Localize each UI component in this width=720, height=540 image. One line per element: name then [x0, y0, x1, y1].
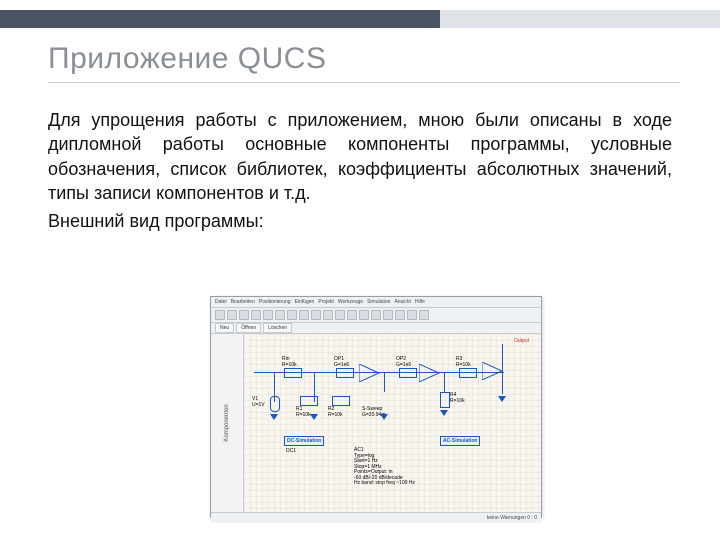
wire	[384, 372, 385, 392]
label-r4: R4 R=10k	[450, 392, 465, 404]
toolbar-button[interactable]	[239, 310, 249, 320]
menu-item[interactable]: Werkzeuge	[338, 299, 363, 305]
toolbar-button[interactable]	[419, 310, 429, 320]
top-accent-band	[0, 10, 720, 28]
qucs-statusbar: keine Warnungen 0 : 0	[211, 512, 541, 523]
toolbar-button[interactable]	[395, 310, 405, 320]
component-resistor	[336, 368, 354, 378]
label-r1b: R1 R=10k	[296, 406, 311, 418]
opamp-icon	[482, 362, 504, 380]
ground-icon	[498, 396, 506, 402]
toolbar-button[interactable]	[347, 310, 357, 320]
qucs-project-tabs: Neu Öffnen Löschen	[211, 323, 541, 334]
component-source	[270, 396, 280, 412]
opamp-icon	[359, 364, 381, 382]
component-resistor	[332, 396, 350, 406]
page-title: Приложение QUCS	[48, 42, 326, 76]
menu-item[interactable]: Einfügen	[295, 299, 315, 305]
toolbar-button[interactable]	[359, 310, 369, 320]
component-resistor	[459, 368, 477, 378]
tab-open[interactable]: Öffnen	[236, 323, 261, 333]
component-resistor	[284, 368, 302, 378]
toolbar-button[interactable]	[407, 310, 417, 320]
paragraph-2: Внешний вид программы:	[48, 209, 672, 233]
ground-icon	[270, 414, 278, 420]
toolbar-button[interactable]	[371, 310, 381, 320]
toolbar-button[interactable]	[227, 310, 237, 320]
label-r1: Rin R=10k	[282, 356, 297, 368]
sidebar-label: Komponenten	[224, 404, 230, 441]
label-op2: OP2 G=1e6	[396, 356, 411, 368]
wire	[444, 372, 445, 392]
dc-simulation-box: DC-Simulation	[284, 436, 324, 446]
ac-sim-params: AC1 Type=log Start=1 Hz Stop=1 MHz Point…	[354, 448, 415, 487]
slide: Приложение QUCS Для упрощения работы с п…	[0, 0, 720, 540]
ground-icon	[380, 414, 388, 420]
toolbar-button[interactable]	[383, 310, 393, 320]
qucs-menubar: Datei Bearbeiten Positionierung Einfügen…	[211, 297, 541, 308]
qucs-body: Komponenten Output Rin R=10k OP1 G=1e6	[211, 334, 541, 512]
opamp-icon	[419, 364, 441, 382]
dc-sim-id: DC1	[286, 448, 296, 454]
menu-item[interactable]: Hilfe	[415, 299, 425, 305]
node-output-label: Output	[514, 338, 529, 344]
band-light	[440, 10, 720, 28]
qucs-canvas[interactable]: Output Rin R=10k OP1 G=1e6 OP2 G=1e6 R3 …	[244, 334, 541, 512]
menu-item[interactable]: Ansicht	[394, 299, 410, 305]
label-v1: V1 U=1V	[252, 396, 265, 408]
toolbar-button[interactable]	[263, 310, 273, 320]
qucs-toolbar	[211, 308, 541, 323]
menu-item[interactable]: Simulation	[367, 299, 390, 305]
ac-simulation-box: AC-Simulation	[440, 436, 480, 446]
ground-icon	[310, 414, 318, 420]
menu-item[interactable]: Positionierung	[259, 299, 291, 305]
toolbar-button[interactable]	[299, 310, 309, 320]
menu-item[interactable]: Bearbeiten	[231, 299, 255, 305]
toolbar-button[interactable]	[323, 310, 333, 320]
status-text: keine Warnungen 0 : 0	[487, 515, 537, 521]
qucs-sidebar[interactable]: Komponenten	[211, 334, 244, 512]
tab-new[interactable]: Neu	[215, 323, 234, 333]
toolbar-button[interactable]	[287, 310, 297, 320]
component-resistor	[399, 368, 417, 378]
paragraph-1: Для упрощения работы с приложением, мною…	[48, 108, 672, 205]
label-r2: R2 R=10k	[328, 406, 343, 418]
qucs-screenshot: Datei Bearbeiten Positionierung Einfügen…	[210, 296, 542, 518]
toolbar-button[interactable]	[275, 310, 285, 320]
toolbar-button[interactable]	[251, 310, 261, 320]
toolbar-button[interactable]	[215, 310, 225, 320]
toolbar-button[interactable]	[311, 310, 321, 320]
menu-item[interactable]: Projekt	[318, 299, 334, 305]
label-op1: OP1 G=1e6	[334, 356, 349, 368]
ground-icon	[440, 410, 448, 416]
body-text: Для упрощения работы с приложением, мною…	[48, 108, 672, 237]
component-resistor	[300, 396, 318, 406]
title-underline	[48, 82, 680, 83]
component-resistor	[440, 392, 450, 408]
label-r3: R3 R=10k	[456, 356, 471, 368]
band-dark	[0, 10, 440, 28]
menu-item[interactable]: Datei	[215, 299, 227, 305]
tab-delete[interactable]: Löschen	[263, 323, 292, 333]
toolbar-button[interactable]	[335, 310, 345, 320]
